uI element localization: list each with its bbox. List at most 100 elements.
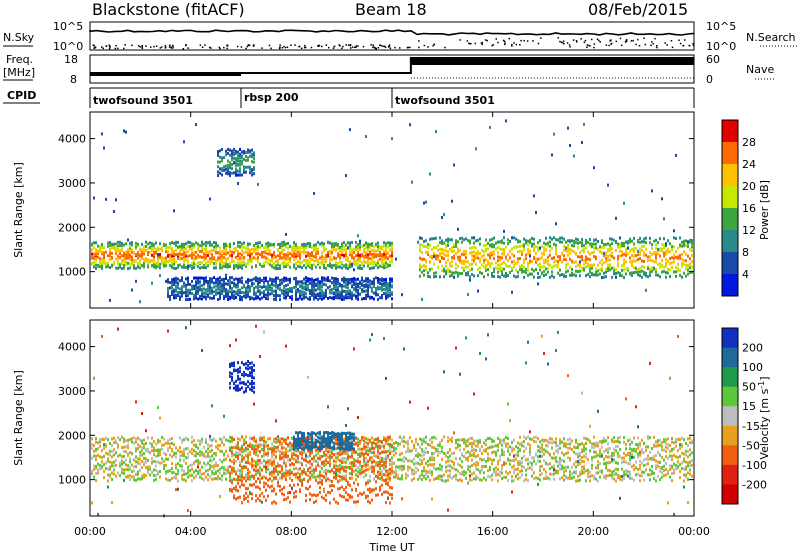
heatmap-cell [687,269,689,272]
heatmap-cell [177,278,179,281]
heatmap-cell [159,242,161,245]
heatmap-cell [229,449,231,452]
heatmap-cell [443,253,445,256]
heatmap-cell [93,253,95,256]
heatmap-cell [167,330,169,333]
heatmap-cell [197,290,199,293]
heatmap-cell [335,242,337,245]
heatmap-cell [247,262,249,265]
heatmap-cell [347,286,349,289]
heatmap-cell [569,144,571,147]
heatmap-cell [459,249,461,252]
heatmap-cell [321,461,323,464]
heatmap-cell [383,250,385,253]
heatmap-cell [157,253,159,256]
heatmap-cell [385,242,387,245]
heatmap-cell [109,461,111,464]
heatmap-cell [251,361,253,364]
heatmap-cell [165,264,167,267]
heatmap-cell [93,455,95,458]
heatmap-cell [437,255,439,258]
heatmap-cell [299,291,301,294]
nsearch-point [635,44,637,46]
heatmap-cell [373,249,375,252]
heatmap-cell [635,247,637,250]
nsearch-point [672,47,674,49]
heatmap-cell [145,249,147,252]
heatmap-cell [529,273,531,276]
heatmap-cell [237,361,239,364]
heatmap-cell [183,454,185,457]
heatmap-cell [271,485,273,488]
heatmap-cell [243,256,245,259]
heatmap-cell [351,284,353,287]
heatmap-cell [239,485,241,488]
heatmap-cell [255,286,257,289]
heatmap-cell [543,259,545,262]
heatmap-cell [313,259,315,262]
heatmap-cell [227,172,229,175]
heatmap-cell [473,274,475,277]
heatmap-cell [263,251,265,254]
nsearch-point [504,44,506,46]
heatmap-cell [239,479,241,482]
heatmap-cell [225,153,227,156]
heatmap-cell [317,436,319,439]
heatmap-cell [491,272,493,275]
heatmap-cell [231,362,233,365]
freq-tick-low: 8 [70,73,77,86]
nsearch-point [185,45,187,47]
nsearch-point [270,48,272,50]
heatmap-cell [365,251,367,254]
nsearch-point [496,38,498,40]
heatmap-cell [239,461,241,464]
heatmap-cell [329,443,331,446]
heatmap-cell [323,476,325,479]
heatmap-cell [235,296,237,299]
heatmap-cell [347,290,349,293]
heatmap-cell [669,262,671,265]
heatmap-cell [153,251,155,254]
heatmap-cell [209,467,211,470]
heatmap-cell [559,240,561,243]
heatmap-cell [689,257,691,260]
heatmap-cell [595,256,597,259]
heatmap-cell [665,262,667,265]
heatmap-cell [139,445,141,448]
heatmap-cell [317,259,319,262]
heatmap-cell [171,290,173,293]
heatmap-cell [337,443,339,446]
heatmap-cell [279,279,281,282]
heatmap-cell [297,455,299,458]
heatmap-cell [177,241,179,244]
heatmap-cell [269,284,271,287]
heatmap-cell [483,244,485,247]
heatmap-cell [223,256,225,259]
heatmap-cell [247,149,249,152]
heatmap-cell [643,241,645,244]
heatmap-cell [391,137,393,140]
heatmap-cell [277,284,279,287]
heatmap-cell [511,267,513,270]
heatmap-cell [317,452,319,455]
heatmap-cell [375,243,377,246]
heatmap-cell [109,254,111,257]
nsearch-point [269,45,271,47]
heatmap-cell [373,261,375,264]
heatmap-cell [655,257,657,260]
heatmap-cell [121,471,123,474]
heatmap-cell [113,441,115,444]
heatmap-cell [615,240,617,243]
heatmap-cell [159,253,161,256]
heatmap-cell [143,253,145,256]
heatmap-cell [321,483,323,486]
heatmap-cell [285,253,287,256]
heatmap-cell [631,240,633,243]
nsearch-point [282,47,284,49]
heatmap-cell [277,484,279,487]
heatmap-cell [187,509,189,512]
heatmap-cell [123,455,125,458]
heatmap-cell [229,174,231,177]
heatmap-cell [135,280,137,283]
